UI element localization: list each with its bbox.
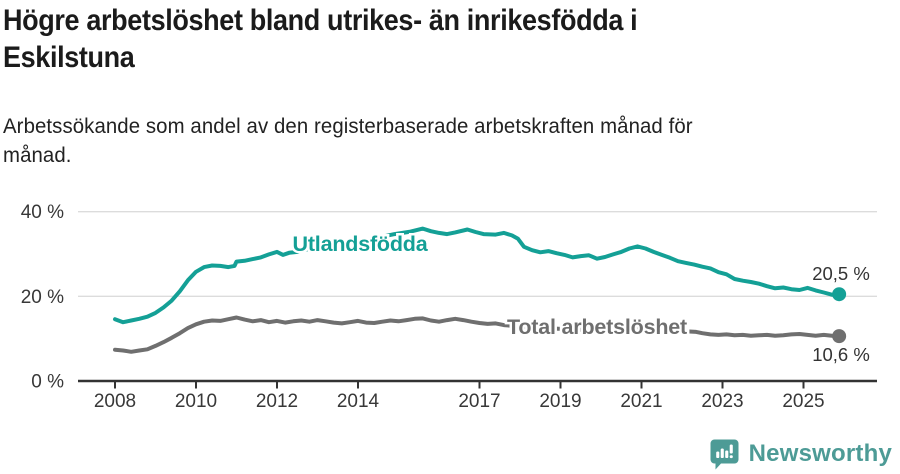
x-axis-label: 2008 <box>94 391 136 412</box>
logo-exclamation-dot <box>729 455 733 459</box>
chart-subtitle: Arbetssökande som andel av den registerb… <box>3 115 693 167</box>
footer-branding: Newsworthy <box>709 438 892 470</box>
series-line-total <box>113 315 842 354</box>
chart-title: Högre arbetslöshet bland utrikes- än inr… <box>3 4 638 74</box>
end-dot-utlandsfodda <box>832 287 847 302</box>
line-chart-canvas: 0 % 20 % 40 % 2008 2010 2012 2014 2017 2019 2021 2… <box>21 202 877 412</box>
y-axis-label: 40 % <box>21 202 64 223</box>
x-axis-label: 2014 <box>337 391 380 412</box>
series-label-utlandsfodda: Utlandsfödda <box>293 232 429 256</box>
series-label-total: Total arbetslöshet <box>507 315 687 339</box>
x-axis-label: 2012 <box>256 391 298 412</box>
end-value-label-total: 10,6 % <box>812 344 870 365</box>
end-dot-total <box>832 329 847 344</box>
logo-bar-1 <box>715 451 719 458</box>
y-axis-label: 0 % <box>31 372 64 393</box>
x-axis-label: 2025 <box>782 391 824 412</box>
x-axis-label: 2023 <box>701 391 743 412</box>
series-line-utlandsfodda <box>113 226 842 325</box>
x-axis-label: 2021 <box>620 391 662 412</box>
logo-bar-3 <box>724 450 728 458</box>
newsworthy-logo-icon <box>710 439 739 470</box>
x-axis-label: 2010 <box>175 391 217 412</box>
logo-bar-2 <box>720 448 724 458</box>
y-axis-label: 20 % <box>21 287 64 308</box>
brand-name: Newsworthy <box>748 440 892 467</box>
logo-bubble-shape <box>710 439 739 470</box>
x-axis-label: 2017 <box>458 391 500 412</box>
end-value-label-utlandsfodda: 20,5 % <box>812 263 870 284</box>
logo-exclamation-stem <box>729 444 733 454</box>
x-axis-label: 2019 <box>539 391 581 412</box>
